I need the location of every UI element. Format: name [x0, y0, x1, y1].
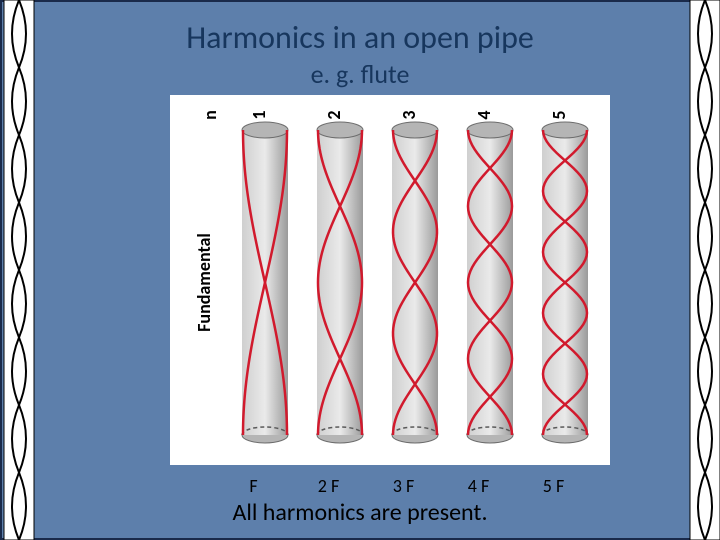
freq-label-3: 3 F [366, 475, 441, 497]
frequency-label-row: F2 F3 F4 F5 F [216, 475, 591, 497]
harmonic-number-1: 1 [248, 110, 270, 119]
slide-subtitle: e. g. flute [0, 58, 720, 90]
freq-label-2: 2 F [291, 475, 366, 497]
harmonic-number-2: 2 [323, 110, 345, 119]
freq-label-1: F [216, 475, 291, 497]
pipe-body-4 [467, 130, 513, 435]
caption-text: All harmonics are present. [0, 498, 720, 527]
pipe-body-2 [317, 130, 363, 435]
harmonic-number-5: 5 [548, 110, 570, 119]
harmonic-number-3: 3 [398, 110, 420, 119]
n-label: n [199, 110, 221, 120]
pipes-diagram: Fundamental n 1 2 3 4 5 [170, 95, 610, 465]
freq-label-4: 4 F [441, 475, 516, 497]
slide: Harmonics in an open pipe e. g. flute Fu… [0, 0, 720, 540]
freq-label-5: 5 F [516, 475, 591, 497]
fundamental-label: Fundamental [193, 233, 215, 332]
slide-title: Harmonics in an open pipe [0, 18, 720, 57]
harmonic-number-4: 4 [473, 110, 495, 119]
